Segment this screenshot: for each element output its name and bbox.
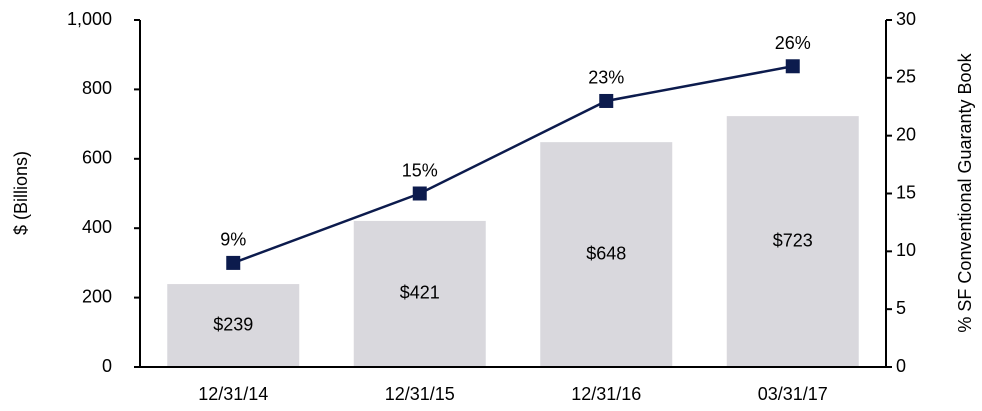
x-tick-label: 12/31/16 bbox=[571, 384, 641, 404]
y2-tick-label: 15 bbox=[896, 182, 916, 202]
line-marker bbox=[785, 59, 800, 74]
bar bbox=[726, 116, 859, 367]
line bbox=[232, 65, 793, 265]
line-value-label: 15% bbox=[402, 160, 438, 180]
y-tick-label: 1,000 bbox=[67, 9, 112, 29]
y-tick-label: 200 bbox=[82, 286, 112, 306]
y-tick-label: 800 bbox=[82, 78, 112, 98]
x-tick-label: 12/31/15 bbox=[385, 384, 455, 404]
y2-tick-label: 30 bbox=[896, 9, 916, 29]
y2-tick-label: 10 bbox=[896, 240, 916, 260]
x-tick-label: 12/31/14 bbox=[198, 384, 268, 404]
y2-tick-label: 0 bbox=[896, 356, 906, 376]
y2-tick-label: 20 bbox=[896, 124, 916, 144]
line-value-label: 23% bbox=[588, 68, 624, 88]
y2-tick-label: 5 bbox=[896, 298, 906, 318]
x-tick-label: 03/31/17 bbox=[758, 384, 828, 404]
bar bbox=[540, 142, 673, 367]
bar bbox=[353, 220, 486, 367]
bar-value-label: $239 bbox=[213, 314, 253, 334]
line-value-label: 26% bbox=[775, 33, 811, 53]
bar bbox=[167, 284, 300, 367]
y-tick-label: 0 bbox=[102, 356, 112, 376]
line-value-label: 9% bbox=[220, 230, 246, 250]
y-tick-label: 600 bbox=[82, 148, 112, 168]
line-marker bbox=[599, 93, 614, 108]
bar-value-label: $648 bbox=[586, 243, 626, 263]
bar-value-label: $421 bbox=[400, 283, 440, 303]
bar-value-label: $723 bbox=[773, 230, 813, 250]
y2-axis-title: % SF Conventional Guaranty Book bbox=[955, 52, 975, 332]
y-axis-title: $ (Billions) bbox=[11, 151, 31, 235]
line-marker bbox=[412, 186, 427, 201]
y-tick-label: 400 bbox=[82, 217, 112, 237]
line-marker bbox=[226, 255, 241, 270]
y2-tick-label: 25 bbox=[896, 67, 916, 87]
